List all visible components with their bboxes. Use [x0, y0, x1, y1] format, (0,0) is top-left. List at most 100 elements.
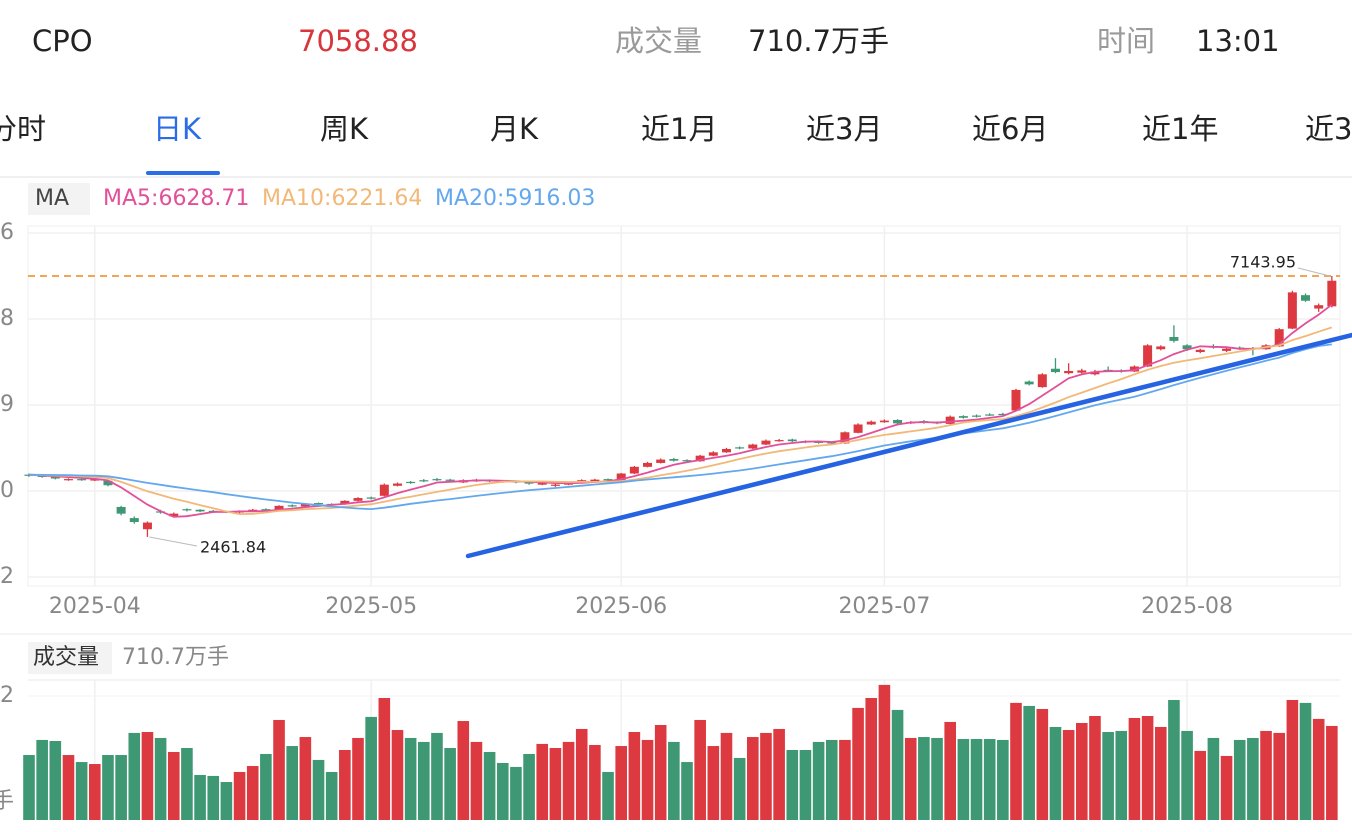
volume-bar	[760, 732, 772, 820]
candle-body	[550, 484, 560, 486]
tab[interactable]: 月K	[490, 112, 539, 146]
candle-body	[853, 424, 863, 433]
candle-body	[643, 462, 653, 467]
volume-bar	[286, 746, 298, 820]
candle-body	[1077, 370, 1087, 373]
x-tick-label: 2025-07	[838, 594, 930, 619]
candle-body	[814, 441, 824, 443]
ma-line	[28, 326, 1333, 516]
candle-body	[366, 497, 376, 499]
high-leader	[1297, 267, 1330, 277]
volume-bar	[115, 755, 127, 820]
volume-bar	[839, 739, 851, 820]
volume-bar	[1076, 723, 1088, 820]
volume-bar	[299, 737, 312, 820]
volume-bar	[154, 737, 167, 820]
volume-bar	[1154, 726, 1167, 820]
candle-body	[392, 483, 402, 486]
tab[interactable]: 日K	[153, 112, 202, 146]
volume-bar	[167, 751, 180, 820]
stock-name: CPO	[32, 24, 93, 58]
candle-body	[1129, 366, 1139, 372]
volume-bar	[641, 739, 654, 820]
tab[interactable]: 分时	[0, 112, 46, 146]
volume-bar	[404, 737, 417, 820]
volume-bar	[1299, 702, 1312, 820]
tab[interactable]: 近1月	[641, 112, 717, 146]
tab[interactable]: 近6月	[972, 112, 1048, 146]
candle-body	[958, 416, 968, 418]
volume-bar	[233, 771, 246, 820]
legend-title: MA	[35, 186, 69, 211]
volume-bar	[654, 724, 667, 820]
candle-body	[827, 442, 837, 444]
candle-body	[1011, 389, 1021, 411]
volume-bar	[181, 748, 193, 820]
candle-body	[972, 415, 982, 417]
volume-bar	[483, 751, 496, 820]
volume-bar	[207, 775, 220, 820]
candle-body	[90, 479, 100, 481]
candle-body	[1301, 295, 1311, 301]
tab[interactable]: 近3月	[806, 112, 882, 146]
volume-bar	[575, 728, 588, 820]
candle-body	[616, 473, 626, 481]
candle-body	[406, 481, 416, 484]
volume-bar	[733, 757, 746, 820]
volume-bar	[1128, 717, 1141, 820]
volume-bar	[983, 739, 996, 820]
volume-bar	[1036, 708, 1049, 820]
candle-body	[1327, 280, 1337, 307]
volume-bar	[128, 732, 141, 820]
candle-body	[169, 513, 179, 517]
volume-bar	[865, 697, 878, 820]
volume-bar	[431, 732, 443, 820]
volume-bar	[378, 697, 391, 820]
trend-line	[465, 332, 1352, 559]
tab[interactable]: 近1年	[1142, 112, 1218, 146]
candle-body	[1169, 336, 1179, 341]
candle-body	[656, 459, 666, 463]
candle-body	[1090, 371, 1100, 375]
legend-entry: MA10:6221.64	[262, 186, 422, 211]
volume-bar	[1181, 730, 1193, 820]
candle-body	[1222, 348, 1232, 351]
volume-bar	[365, 716, 377, 820]
candle-body	[735, 447, 745, 449]
volume-label: 成交量	[615, 24, 702, 58]
volume-bar	[418, 741, 430, 820]
tab[interactable]: 近3	[1305, 112, 1352, 146]
volume-bar	[141, 732, 154, 820]
candle-body	[537, 482, 547, 485]
candle-body	[1143, 345, 1153, 367]
volume-bar	[1273, 732, 1285, 820]
candle-body	[445, 479, 455, 481]
ma-legend-box	[28, 183, 90, 215]
y-tick-label: 9	[0, 392, 14, 417]
volume-bar	[75, 762, 88, 820]
volume-bar	[668, 741, 680, 820]
y-tick-label: 8	[0, 306, 14, 331]
low-label: 2461.84	[200, 538, 266, 557]
tab[interactable]: 周K	[320, 112, 369, 146]
volume-bar	[957, 739, 970, 820]
volume-bar	[1062, 730, 1075, 820]
candle-body	[261, 509, 271, 511]
candle-body	[1156, 346, 1166, 350]
volume-bar	[23, 755, 35, 820]
volume-bar	[36, 739, 48, 820]
candle-body	[708, 452, 718, 456]
candle-body	[945, 416, 955, 424]
volume-bar	[997, 739, 1009, 820]
volume-bar	[1194, 750, 1207, 820]
candle-body	[340, 500, 350, 505]
x-tick-label: 2025-05	[325, 594, 417, 619]
candle-body	[695, 455, 705, 462]
volume-bar	[1326, 725, 1338, 820]
volume-bar	[220, 782, 233, 820]
x-tick-label: 2025-08	[1141, 594, 1233, 619]
x-tick-label: 2025-06	[575, 594, 667, 619]
volume-bar	[1141, 715, 1154, 820]
y-unit-label: 手	[0, 789, 14, 814]
volume-bar	[694, 719, 706, 820]
